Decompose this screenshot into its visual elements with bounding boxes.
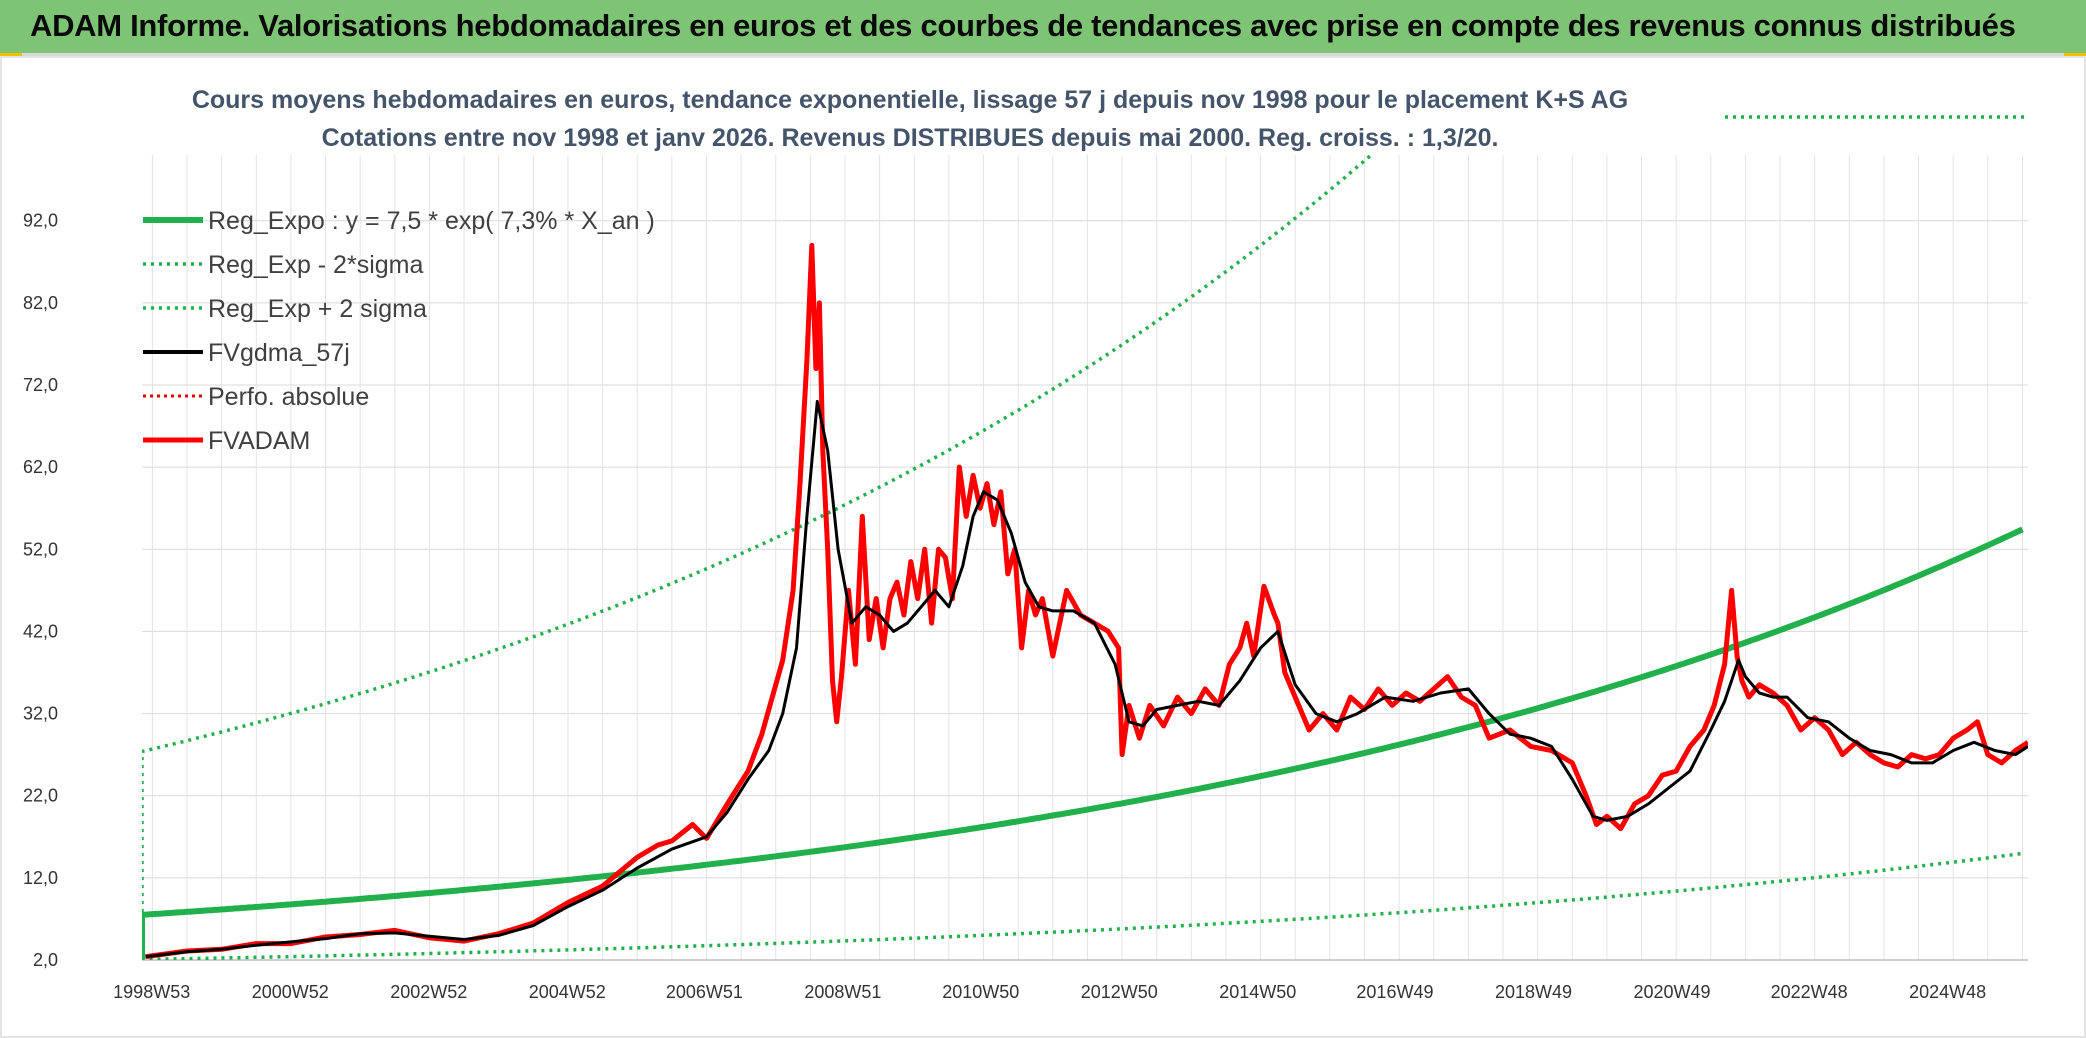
legend-item-fvadam-label: FVADAM	[208, 427, 310, 455]
legend-item-reg-plus-2sigma-label: Reg_Exp + 2 sigma	[208, 295, 427, 323]
legend-item-reg-expo-label: Reg_Expo : y = 7,5 * exp( 7,3% * X_an )	[208, 207, 655, 235]
y-tick-label: 62,0	[23, 457, 58, 477]
series-line-fvgdma	[145, 399, 2028, 959]
legend-item-fvgdma-label: FVgdma_57j	[208, 339, 350, 367]
x-tick-label: 2024W48	[1909, 982, 1986, 1002]
y-tick-label: 42,0	[23, 621, 58, 641]
x-tick-label: 2020W49	[1633, 982, 1710, 1002]
x-tick-label: 2002W52	[390, 982, 467, 1002]
series-line-reg-expo	[142, 526, 2024, 960]
y-tick-label: 32,0	[23, 704, 58, 724]
x-tick-label: 2016W49	[1356, 982, 1433, 1002]
y-tick-label: 72,0	[23, 375, 58, 395]
legend-item-perfo-absolue-label: Perfo. absolue	[208, 383, 369, 411]
banner-title: ADAM Informe. Valorisations hebdomadaire…	[30, 8, 2016, 43]
y-tick-label: 2,0	[33, 950, 58, 970]
y-tick-label: 22,0	[23, 786, 58, 806]
x-tick-label: 2010W50	[942, 982, 1019, 1002]
header-banner: ADAM Informe. Valorisations hebdomadaire…	[0, 0, 2086, 56]
legend-item-reg-minus-2sigma-label: Reg_Exp - 2*sigma	[208, 251, 423, 279]
series-line-fvadam	[145, 242, 2028, 960]
chart-title-line-2: Cotations entre nov 1998 et janv 2026. R…	[321, 124, 1499, 152]
y-tick-label: 92,0	[23, 211, 58, 231]
x-tick-label: 2022W48	[1771, 982, 1848, 1002]
x-tick-label: 2012W50	[1081, 982, 1158, 1002]
series-line-reg-minus-2sigma	[142, 851, 2023, 960]
x-tick-label: 2014W50	[1219, 982, 1296, 1002]
chart-area	[0, 56, 2086, 1038]
x-tick-label: 1998W53	[113, 982, 190, 1002]
series-line-reg-plus-2sigma	[142, 155, 1374, 960]
x-tick-label: 2004W52	[529, 982, 606, 1002]
x-tick-label: 2000W52	[252, 982, 329, 1002]
y-tick-label: 82,0	[23, 293, 58, 313]
chart-title-line-1: Cours moyens hebdomadaires en euros, ten…	[191, 86, 1629, 114]
x-tick-label: 2006W51	[666, 982, 743, 1002]
x-tick-label: 2018W49	[1495, 982, 1572, 1002]
y-tick-label: 52,0	[23, 539, 58, 559]
y-tick-label: 12,0	[23, 868, 58, 888]
x-tick-label: 2008W51	[804, 982, 881, 1002]
